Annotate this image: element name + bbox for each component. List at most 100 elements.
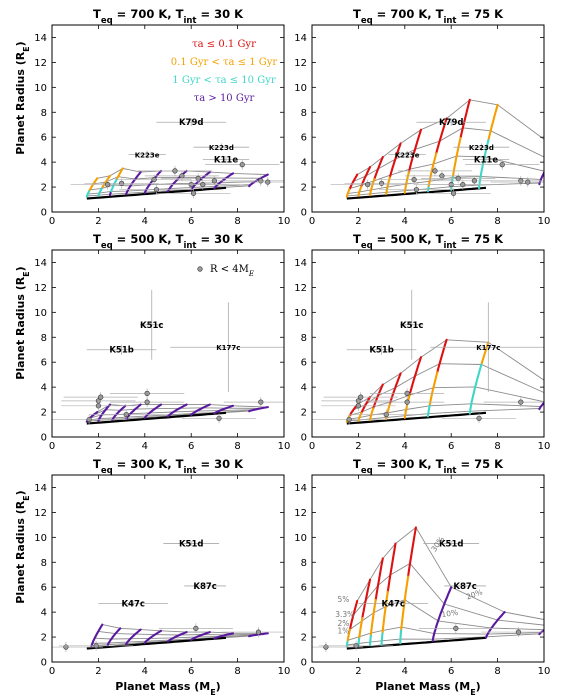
title-part: T: [93, 232, 101, 246]
x-tick-label: 4: [142, 441, 148, 452]
evolution-track-segment: [87, 177, 99, 193]
evolution-track-segment: [106, 627, 122, 647]
title-part: T: [93, 7, 101, 21]
evolution-track-segment: [538, 170, 544, 186]
panel-bottom-left: K51d K87c K47c Teq = 300 K, Tint = 30 K 0 2 4 6…: [34, 457, 291, 677]
evolution-track-segment: [386, 542, 397, 593]
title-part: = 75 K: [456, 457, 504, 471]
data-point: [95, 403, 101, 409]
evolution-track-segment: [381, 590, 389, 635]
title-part: = 30 K: [196, 232, 244, 246]
planet-label: K11e: [474, 156, 498, 166]
planet-label: K223d: [209, 144, 234, 152]
planet-label: K51c: [140, 321, 163, 331]
data-point: [258, 399, 264, 405]
x-tick-label: 10: [278, 666, 291, 677]
data-point: [265, 179, 271, 185]
evolution-track-segment: [190, 631, 211, 641]
planet-label: K87c: [453, 582, 476, 592]
evolution-track-segment: [85, 190, 91, 198]
evolution-track-segment: [426, 404, 431, 418]
data-point: [323, 644, 329, 650]
x-tick-label: 0: [49, 216, 55, 227]
data-point: [432, 168, 438, 174]
x-tick-label: 10: [538, 441, 551, 452]
evolution-track-segment: [213, 172, 235, 190]
y-tick-label: 2: [41, 183, 47, 194]
title-part: T: [353, 7, 361, 21]
legend-entry: τa ≤ 0.1 Gyr: [192, 39, 256, 50]
x-tick-label: 6: [188, 441, 194, 452]
x-tick-label: 10: [538, 666, 551, 677]
title-part: = 700 K, T: [113, 7, 184, 21]
data-point: [383, 411, 389, 418]
x-tick-label: 4: [142, 666, 148, 677]
y-tick-label: 4: [301, 158, 307, 169]
data-point: [239, 162, 245, 168]
evolution-track-segment: [90, 623, 104, 648]
y-tick-label: 8: [301, 333, 307, 344]
marker-legend-dot: [197, 266, 203, 272]
x-tick-label: 2: [95, 216, 101, 227]
data-point: [404, 399, 410, 405]
evolution-track-segment: [431, 586, 453, 643]
panel-middle-left: K51c K51b K177c Teq = 500 K, Tint = 30 K 0 2 4…: [34, 232, 290, 452]
data-point: [355, 403, 362, 409]
evolution-track-segment: [115, 167, 124, 181]
data-point: [190, 190, 197, 196]
data-point: [86, 416, 92, 423]
plot-area: K51d K87c K47c: [52, 540, 284, 653]
evolution-track-segment: [408, 356, 423, 397]
evolution-track-segment: [459, 98, 471, 140]
x-axis-labels: Planet Mass (ME) Planet Mass (ME): [115, 680, 480, 697]
panel-title: Teq = 300 K, Tint = 30 K: [93, 457, 244, 476]
iso-fraction-line: [102, 624, 268, 634]
panel-frame: [51, 249, 285, 438]
marker-legend: R < 4ME: [197, 264, 254, 278]
panel-title: Teq = 500 K, Tint = 75 K: [353, 232, 504, 251]
x-tick-label: 0: [49, 666, 55, 677]
title-part: eq: [361, 466, 373, 476]
x-tick-label: 0: [309, 216, 315, 227]
evolution-track-segment: [97, 403, 112, 422]
iso-fraction-line: [352, 562, 544, 626]
evolution-track-segment: [380, 632, 384, 646]
data-point: [153, 186, 159, 193]
fraction-label: 5%: [338, 595, 350, 604]
x-tick-label: 6: [448, 216, 454, 227]
evolution-track-segment: [190, 171, 211, 191]
data-point: [453, 625, 459, 631]
planet-label: K223e: [135, 152, 160, 160]
y-tick-label: 14: [34, 483, 47, 494]
evolution-track-segment: [357, 412, 363, 422]
title-part: int: [443, 241, 456, 251]
evolution-track-segment: [403, 171, 410, 194]
evolution-track-segment: [407, 526, 417, 578]
fraction-label: 3.3%: [335, 610, 354, 619]
evolution-track-segment: [108, 191, 112, 197]
planet-label: K51d: [179, 540, 204, 550]
x-axis-label-right: Planet Mass (ME): [375, 680, 480, 697]
evolution-track-segment: [143, 403, 163, 419]
iso-fraction-line: [353, 363, 544, 411]
x-tick-label: 4: [402, 216, 408, 227]
x-tick-label: 2: [95, 666, 101, 677]
evolution-track-segment: [480, 341, 490, 366]
title-part: = 700 K, T: [373, 7, 444, 21]
panel-title: Teq = 500 K, Tint = 30 K: [93, 232, 244, 251]
y-tick-label: 0: [301, 658, 307, 669]
panel-frame: [311, 249, 545, 438]
y-tick-label: 10: [294, 83, 307, 94]
planet-label: K223d: [469, 144, 494, 152]
data-point: [216, 415, 222, 421]
evolution-track-segment: [213, 632, 235, 640]
evolution-track-segment: [125, 171, 142, 196]
y-tick-label: 0: [301, 208, 307, 219]
planet-label: K11e: [214, 156, 238, 166]
planet-label: K79d: [179, 118, 204, 128]
plot-area: K51c K51b K177c: [52, 289, 284, 425]
panel-top-left: K79d K223e K223d K11e Teq = 700 K, Tint = 30…: [34, 7, 290, 227]
y-tick-label: 0: [41, 208, 47, 219]
data-point: [379, 180, 385, 186]
